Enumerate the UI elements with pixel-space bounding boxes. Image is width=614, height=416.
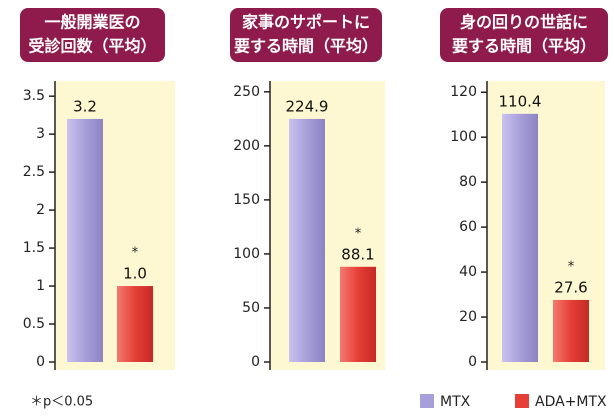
y-tick-label: 3.5 — [23, 88, 45, 104]
y-tick-label: 1.5 — [23, 240, 45, 256]
chart-title: 要する時間（平均） — [234, 37, 378, 56]
value-label: 3.2 — [73, 97, 97, 115]
annotation: * — [355, 226, 362, 241]
y-tick-label: 2 — [36, 202, 45, 218]
y-tick-label: 0.5 — [23, 316, 45, 332]
title-box — [230, 8, 382, 62]
bar — [67, 118, 103, 362]
y-tick-label: 60 — [459, 219, 477, 235]
y-tick-label: 200 — [233, 138, 260, 154]
y-tick-label: 0 — [468, 354, 477, 370]
bar — [340, 266, 376, 362]
chart-title: 要する時間（平均） — [452, 37, 596, 56]
value-label: 1.0 — [123, 265, 147, 283]
y-tick-label: 150 — [233, 192, 260, 208]
y-tick-label: 50 — [242, 300, 260, 316]
annotation: * — [568, 259, 575, 274]
bar — [553, 299, 589, 362]
value-label: 110.4 — [499, 92, 542, 110]
chart-title: 家事のサポートに — [242, 13, 370, 32]
legend-swatch — [420, 394, 434, 408]
y-tick-label: 120 — [450, 84, 477, 100]
y-tick-label: 20 — [459, 309, 477, 325]
y-tick-label: 2.5 — [23, 164, 45, 180]
bar — [117, 286, 153, 362]
y-tick-label: 0 — [251, 354, 260, 370]
y-tick-label: 3 — [36, 126, 45, 142]
chart-title: 一般開業医の — [44, 13, 140, 32]
bar — [289, 118, 325, 362]
title-box — [20, 8, 165, 62]
value-label: 224.9 — [286, 97, 329, 115]
chart-title: 受診回数（平均） — [28, 37, 156, 56]
legend-label: MTX — [440, 394, 471, 410]
bar — [502, 113, 538, 362]
y-tick-label: 80 — [459, 174, 477, 190]
legend-label: ADA+MTX — [535, 394, 607, 410]
value-label: 27.6 — [554, 278, 587, 296]
value-label: 88.1 — [341, 245, 374, 263]
title-box — [440, 8, 608, 62]
chart-title: 身の回りの世話に — [460, 13, 588, 32]
y-tick-label: 250 — [233, 84, 260, 100]
y-tick-label: 1 — [36, 278, 45, 294]
footnote: ＊p＜0.05 — [30, 395, 93, 410]
y-tick-label: 40 — [459, 264, 477, 280]
y-tick-label: 0 — [36, 354, 45, 370]
annotation: * — [132, 246, 139, 261]
y-tick-label: 100 — [450, 129, 477, 145]
y-tick-label: 100 — [233, 246, 260, 262]
legend-swatch — [515, 394, 529, 408]
